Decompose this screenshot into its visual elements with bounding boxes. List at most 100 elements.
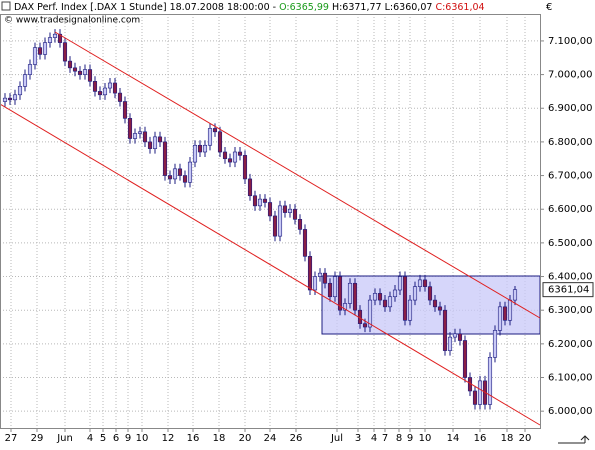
x-tick-label: 27 xyxy=(5,433,18,444)
source: © www.tradesignalonline.com xyxy=(4,16,140,26)
candle-body xyxy=(512,289,518,301)
candle-body xyxy=(102,87,108,96)
candle-body xyxy=(67,60,73,69)
candle-body xyxy=(17,86,23,96)
x-tick-label: 20 xyxy=(519,433,532,444)
candle-body xyxy=(257,198,263,207)
x-tick-label: Jul xyxy=(330,433,343,444)
datetime: 18.07.2008 18:00:00 - xyxy=(170,2,277,13)
candle-body xyxy=(192,144,198,163)
x-tick-label: 6 xyxy=(113,433,119,444)
high-text: H:6371,77 xyxy=(332,2,382,13)
candle-body xyxy=(282,205,288,213)
candle-body xyxy=(97,91,103,96)
candle-body xyxy=(2,97,8,102)
candle-body xyxy=(507,299,513,321)
candle-body xyxy=(157,136,163,143)
candle-body xyxy=(92,81,98,92)
candle-body xyxy=(32,47,38,65)
candle-body xyxy=(242,155,248,180)
candle-body xyxy=(347,282,353,304)
x-tick-label: 18 xyxy=(213,433,226,444)
candle-body xyxy=(222,151,228,160)
candle-body xyxy=(422,279,428,287)
candle-body xyxy=(237,151,243,156)
candle-body xyxy=(342,303,348,311)
candle-body xyxy=(137,131,143,134)
candle-body xyxy=(167,175,173,180)
candle-body xyxy=(287,208,293,213)
candle-body xyxy=(37,47,43,55)
x-tick-label: 18 xyxy=(501,433,514,444)
x-tick-label: 20 xyxy=(239,433,252,444)
candle-body xyxy=(147,141,153,149)
x-tick-label: Jun xyxy=(56,433,73,444)
x-tick-label: 7 xyxy=(382,433,388,444)
candle-body xyxy=(407,299,413,321)
candle-body xyxy=(462,340,468,378)
header-icon xyxy=(1,1,11,11)
candle-body xyxy=(447,336,453,351)
candle-body xyxy=(437,306,443,311)
candle-body xyxy=(272,215,278,237)
candle-body xyxy=(332,276,338,298)
y-tick-label: 6.800,00 xyxy=(548,137,593,148)
y-tick-label: 6.000,00 xyxy=(548,406,593,417)
candle-body xyxy=(247,178,253,197)
candle-body xyxy=(57,33,63,43)
candle-body xyxy=(477,380,483,405)
candle-body xyxy=(217,131,223,153)
y-tick-label: 6.900,00 xyxy=(548,103,593,114)
y-tick-label: 6.700,00 xyxy=(548,171,593,182)
close-text: C:6361,04 xyxy=(435,2,484,13)
candle-body xyxy=(182,175,188,183)
y-tick-label: 6.200,00 xyxy=(548,339,593,350)
candle-body xyxy=(187,161,193,183)
open-text: O:6365,99 xyxy=(279,2,329,13)
x-tick-label: 8 xyxy=(396,433,402,444)
candle-body xyxy=(127,118,133,139)
header: DAX Perf. Index [.DAX 1 Stunde] 18.07.20… xyxy=(14,2,485,13)
x-tick-label: 4 xyxy=(87,433,93,444)
candle-body xyxy=(207,128,213,146)
candle-body xyxy=(52,33,58,38)
y-tick-label: 7.100,00 xyxy=(548,36,593,47)
candle-body xyxy=(382,299,388,308)
candle-body xyxy=(117,92,123,102)
candle-body xyxy=(132,133,138,139)
x-tick-label: 10 xyxy=(136,433,149,444)
candle-body xyxy=(212,128,218,133)
candle-body xyxy=(172,168,178,180)
x-tick-label: 26 xyxy=(290,433,303,444)
candle-body xyxy=(502,306,508,321)
candle-body xyxy=(232,151,238,163)
candle-body xyxy=(177,168,183,176)
candles xyxy=(2,29,518,410)
candle-body xyxy=(227,158,233,163)
x-tick-label: 16 xyxy=(187,433,200,444)
candle-body xyxy=(142,131,148,143)
candle-body xyxy=(497,306,503,331)
scroll-arrow xyxy=(558,435,590,444)
candle-body xyxy=(417,279,423,287)
candle-body xyxy=(12,94,18,101)
candle-body xyxy=(162,141,168,176)
x-tick-label: 14 xyxy=(447,433,460,444)
x-tick-label: 9 xyxy=(407,433,413,444)
last-price-label: 6361,04 xyxy=(548,285,589,296)
candle-body xyxy=(442,309,448,351)
candle-body xyxy=(392,289,398,298)
x-tick-label: 10 xyxy=(419,433,432,444)
candle-body xyxy=(47,37,53,43)
candle-body xyxy=(362,323,368,328)
x-tick-label: 12 xyxy=(162,433,175,444)
candle-body xyxy=(337,276,343,311)
candle-body xyxy=(367,299,373,328)
candle-body xyxy=(327,282,333,298)
channel-lower xyxy=(0,103,541,426)
x-tick-label: 24 xyxy=(264,433,277,444)
currency: € xyxy=(546,2,552,13)
last-price-box xyxy=(542,282,594,298)
